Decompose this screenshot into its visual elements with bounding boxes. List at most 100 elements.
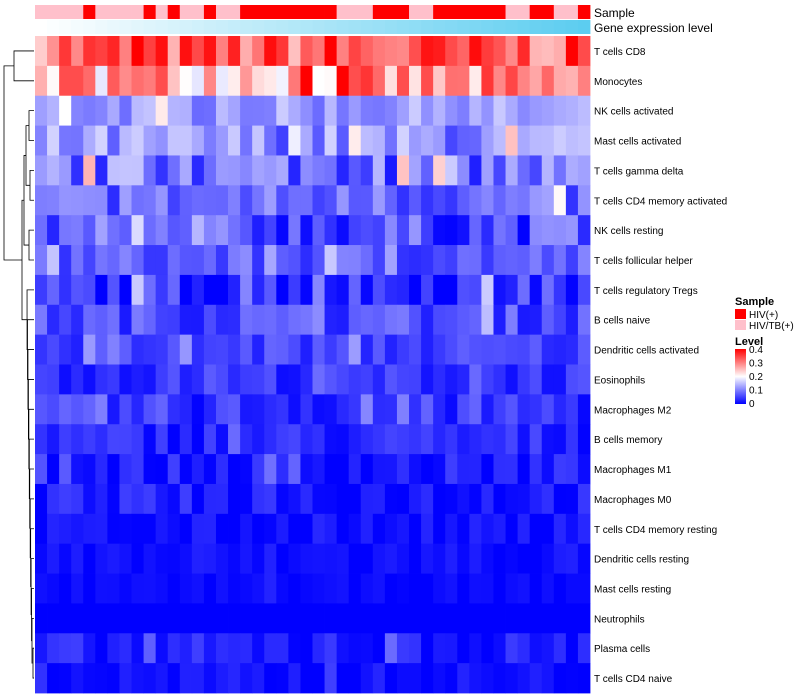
heatmap-cell xyxy=(288,543,301,574)
heatmap-cell xyxy=(565,125,579,156)
heatmap-cell xyxy=(240,334,253,365)
heatmap-cell xyxy=(445,215,458,246)
heatmap-cell xyxy=(457,454,470,485)
heatmap-cell xyxy=(300,95,313,126)
heatmap-cell xyxy=(59,663,72,694)
heatmap-cell xyxy=(481,394,494,425)
heatmap-cell xyxy=(517,513,531,545)
heatmap-cell xyxy=(517,65,531,97)
expression-annotation-cell xyxy=(529,20,543,34)
heatmap-cell xyxy=(553,334,567,365)
heatmap-cell xyxy=(553,36,567,67)
heatmap-cell xyxy=(553,633,567,664)
sample-annotation-cell xyxy=(457,5,470,19)
heatmap-cell xyxy=(577,185,591,216)
heatmap-cell xyxy=(35,394,48,425)
heatmap-cell xyxy=(47,454,60,485)
heatmap-cell xyxy=(348,573,362,604)
heatmap-cell xyxy=(409,603,422,634)
heatmap-cell xyxy=(469,304,482,336)
heatmap-cell xyxy=(155,155,169,186)
heatmap-cell xyxy=(312,364,325,395)
heatmap-cell xyxy=(191,185,205,216)
heatmap-cell xyxy=(421,364,434,395)
heatmap-cell xyxy=(71,424,84,455)
heatmap-cell xyxy=(372,36,386,67)
heatmap-cell xyxy=(47,633,60,664)
heatmap-cell xyxy=(409,483,422,515)
heatmap-cell xyxy=(541,603,555,634)
expression-annotation-cell xyxy=(384,20,398,34)
heatmap-cell xyxy=(481,36,494,67)
heatmap-cell xyxy=(191,483,205,515)
heatmap-cell xyxy=(457,603,470,634)
heatmap-cell xyxy=(203,483,217,515)
heatmap-cell xyxy=(324,334,338,365)
heatmap-cell xyxy=(35,513,48,545)
heatmap-cell xyxy=(324,603,338,634)
row-label: B cells memory xyxy=(594,435,662,446)
heatmap-cell xyxy=(215,424,229,455)
heatmap-cell xyxy=(505,304,519,336)
heatmap-cell xyxy=(541,543,555,574)
heatmap-cell xyxy=(71,155,84,186)
heatmap-cell xyxy=(203,245,217,276)
heatmap-cell xyxy=(264,215,277,246)
heatmap-cell xyxy=(505,424,519,455)
heatmap-cell xyxy=(252,663,265,694)
heatmap-cell xyxy=(119,663,132,694)
heatmap-cell xyxy=(47,513,60,545)
heatmap-cell xyxy=(131,36,144,67)
heatmap-cell xyxy=(47,334,60,365)
heatmap-cell xyxy=(107,155,120,186)
heatmap-cell xyxy=(228,334,241,365)
heatmap-cell xyxy=(493,483,506,515)
heatmap-cell xyxy=(228,364,241,395)
heatmap-cell xyxy=(565,185,579,216)
heatmap-cell xyxy=(35,573,48,604)
heatmap-cell xyxy=(565,155,579,186)
row-label: T cells follicular helper xyxy=(594,256,693,267)
heatmap-cell xyxy=(360,95,374,126)
heatmap-cell xyxy=(203,543,217,574)
heatmap-cell xyxy=(143,513,157,545)
heatmap-cell xyxy=(517,304,531,336)
heatmap-cell xyxy=(421,215,434,246)
expression-annotation-cell xyxy=(155,20,169,34)
heatmap-cell xyxy=(107,483,120,515)
heatmap-cell xyxy=(565,334,579,365)
heatmap-cell xyxy=(469,543,482,574)
sample-annotation-cell xyxy=(119,5,132,19)
heatmap-cell xyxy=(505,603,519,634)
heatmap-cell xyxy=(264,543,277,574)
heatmap-cell xyxy=(529,394,543,425)
heatmap-cell xyxy=(179,364,193,395)
heatmap-cell xyxy=(348,424,362,455)
heatmap-cell xyxy=(324,513,338,545)
heatmap-cell xyxy=(252,424,265,455)
heatmap-cell xyxy=(324,65,338,97)
heatmap-cell xyxy=(336,633,350,664)
heatmap-cell xyxy=(131,454,144,485)
heatmap-cell xyxy=(119,454,132,485)
heatmap-cell xyxy=(312,125,325,156)
sample-annotation-cell xyxy=(107,5,120,19)
heatmap-cell xyxy=(95,543,108,574)
heatmap-cell xyxy=(143,185,157,216)
heatmap-cell xyxy=(240,543,253,574)
heatmap-cell xyxy=(47,304,60,336)
heatmap-cell xyxy=(167,65,181,97)
heatmap-cell xyxy=(59,334,72,365)
sample-annotation-cell xyxy=(553,5,567,19)
heatmap-cell xyxy=(577,573,591,604)
heatmap-cell xyxy=(131,185,144,216)
heatmap-cell xyxy=(276,95,289,126)
heatmap-cell xyxy=(167,125,181,156)
expression-annotation-cell xyxy=(191,20,205,34)
heatmap-cell xyxy=(469,663,482,694)
heatmap-cell xyxy=(360,483,374,515)
heatmap-cell xyxy=(336,364,350,395)
heatmap-cell xyxy=(421,663,434,694)
heatmap-cell xyxy=(553,424,567,455)
heatmap-cell xyxy=(493,125,506,156)
